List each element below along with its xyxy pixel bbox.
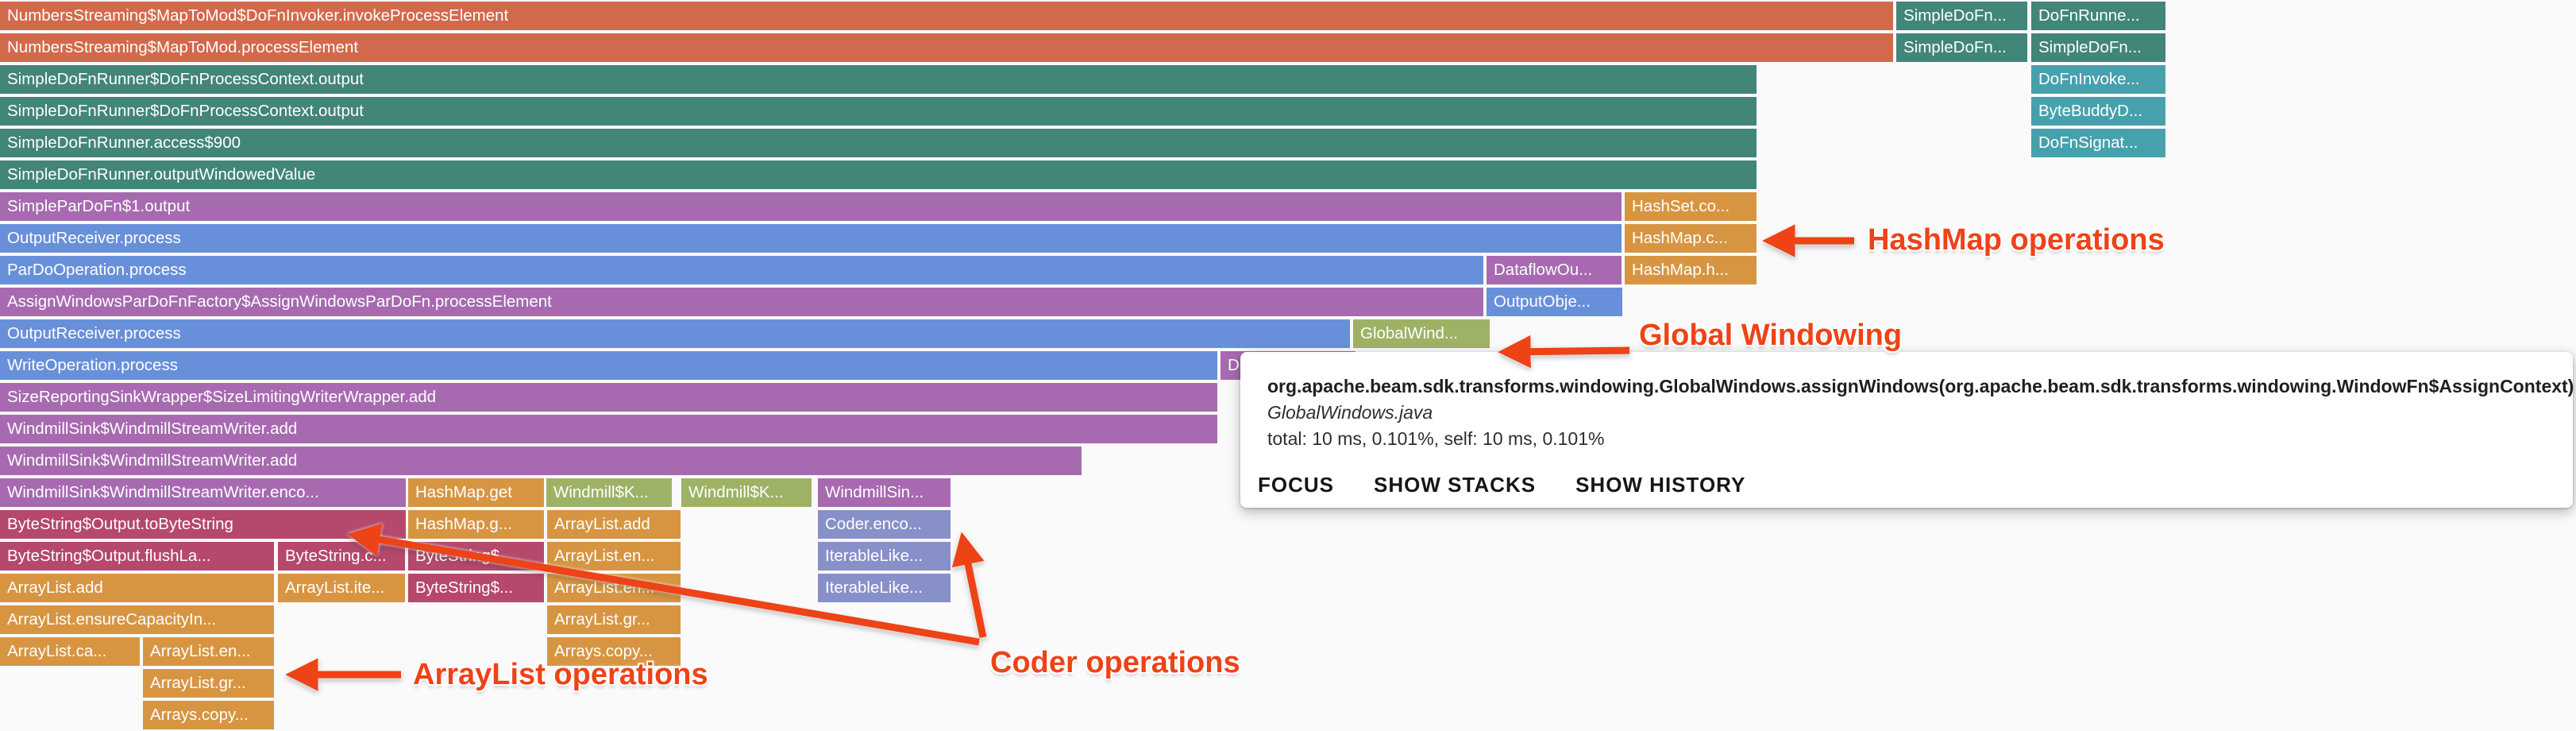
flame-bar[interactable]: ArrayList.gr... bbox=[143, 669, 274, 698]
annotation-label: Coder operations bbox=[990, 646, 1240, 679]
flame-bar[interactable]: SimpleDoFn... bbox=[2031, 33, 2165, 62]
flame-bar[interactable]: DoFnSignat... bbox=[2031, 129, 2165, 157]
flame-bar[interactable]: IterableLike... bbox=[818, 574, 951, 602]
flame-bar[interactable]: HashMap.c... bbox=[1625, 224, 1757, 253]
flame-bar[interactable]: ArrayList.add bbox=[547, 510, 681, 539]
flame-bar[interactable]: DataflowOu... bbox=[1487, 256, 1622, 284]
flame-bar[interactable]: AssignWindowsParDoFnFactory$AssignWindow… bbox=[0, 288, 1483, 316]
flame-bar[interactable]: NumbersStreaming$MapToMod.processElement bbox=[0, 33, 1893, 62]
tooltip-timing-stats: total: 10 ms, 0.101%, self: 10 ms, 0.101… bbox=[1267, 428, 1605, 449]
flame-bar[interactable]: HashMap.h... bbox=[1625, 256, 1757, 284]
flame-bar[interactable]: ByteString.c... bbox=[278, 542, 405, 570]
annotation-label: HashMap operations bbox=[1868, 223, 2165, 257]
flame-bar[interactable]: Arrays.copy... bbox=[143, 701, 274, 729]
flame-bar[interactable]: HashMap.get bbox=[408, 478, 544, 507]
flame-bar[interactable]: ByteString$... bbox=[408, 574, 544, 602]
flame-bar[interactable]: ArrayList.en... bbox=[547, 542, 681, 570]
flame-bar[interactable]: OutputReceiver.process bbox=[0, 319, 1350, 348]
flame-bar[interactable]: SizeReportingSinkWrapper$SizeLimitingWri… bbox=[0, 383, 1217, 412]
flame-bar[interactable]: HashSet.co... bbox=[1625, 192, 1757, 221]
flame-bar[interactable]: DoFnInvoke... bbox=[2031, 65, 2165, 94]
flame-bar[interactable]: IterableLike... bbox=[818, 542, 951, 570]
flame-bar[interactable]: HashMap.g... bbox=[408, 510, 544, 539]
annotation-label: Global Windowing bbox=[1639, 319, 1903, 352]
flame-bar[interactable]: ByteString$... bbox=[408, 542, 544, 570]
flame-bar[interactable]: ByteBuddyD... bbox=[2031, 97, 2165, 126]
flame-bar[interactable]: WindmillSin... bbox=[818, 478, 951, 507]
flame-bar[interactable]: WindmillSink$WindmillStreamWriter.add bbox=[0, 415, 1217, 443]
flame-bar[interactable]: SimpleDoFnRunner$DoFnProcessContext.outp… bbox=[0, 97, 1757, 126]
flame-bar[interactable]: NumbersStreaming$MapToMod$DoFnInvoker.in… bbox=[0, 2, 1893, 30]
flame-bar[interactable]: WindmillSink$WindmillStreamWriter.add bbox=[0, 447, 1082, 475]
annotation-label: ArrayList operations bbox=[413, 658, 708, 691]
flame-bar[interactable]: Coder.enco... bbox=[818, 510, 951, 539]
flame-bar[interactable]: SimpleDoFnRunner$DoFnProcessContext.outp… bbox=[0, 65, 1757, 94]
flame-bar[interactable]: SimpleDoFn... bbox=[1896, 33, 2027, 62]
flame-bar[interactable]: Windmill$K... bbox=[546, 478, 672, 507]
flame-bar[interactable]: ByteString$Output.flushLa... bbox=[0, 542, 274, 570]
show-history-button[interactable]: SHOW HISTORY bbox=[1575, 470, 1745, 501]
flame-bar[interactable]: DoFnRunne... bbox=[2031, 2, 2165, 30]
flame-bar[interactable]: ArrayList.gr... bbox=[547, 605, 681, 634]
tooltip-actions: FOCUS SHOW STACKS SHOW HISTORY bbox=[1258, 470, 1745, 501]
flame-bar[interactable]: GlobalWind... bbox=[1353, 319, 1490, 348]
frame-tooltip: org.apache.beam.sdk.transforms.windowing… bbox=[1240, 352, 2574, 508]
flame-bar[interactable]: ArrayList.add bbox=[0, 574, 274, 602]
focus-button[interactable]: FOCUS bbox=[1258, 470, 1334, 501]
flame-bar[interactable]: WindmillSink$WindmillStreamWriter.enco..… bbox=[0, 478, 406, 507]
flame-bar[interactable]: SimpleDoFn... bbox=[1896, 2, 2027, 30]
flame-bar[interactable]: ParDoOperation.process bbox=[0, 256, 1483, 284]
show-stacks-button[interactable]: SHOW STACKS bbox=[1374, 470, 1536, 501]
flame-bar[interactable]: OutputObje... bbox=[1487, 288, 1622, 316]
flame-bar[interactable]: ArrayList.ca... bbox=[0, 637, 140, 666]
annotation-arrow bbox=[951, 532, 987, 638]
flame-bar[interactable]: WriteOperation.process bbox=[0, 351, 1217, 380]
flame-bar[interactable]: SimpleParDoFn$1.output bbox=[0, 192, 1622, 221]
flame-bar[interactable]: ArrayList.en... bbox=[547, 574, 681, 602]
flame-bar[interactable]: SimpleDoFnRunner.outputWindowedValue bbox=[0, 161, 1757, 189]
flame-bar[interactable]: ArrayList.ensureCapacityIn... bbox=[0, 605, 274, 634]
flame-bar[interactable]: ArrayList.en... bbox=[143, 637, 274, 666]
tooltip-source-file: GlobalWindows.java bbox=[1267, 402, 1433, 423]
flame-bar[interactable]: SimpleDoFnRunner.access$900 bbox=[0, 129, 1757, 157]
flame-bar[interactable]: ArrayList.ite... bbox=[278, 574, 405, 602]
flame-bar[interactable]: ByteString$Output.toByteString bbox=[0, 510, 406, 539]
flame-bar[interactable]: OutputReceiver.process bbox=[0, 224, 1622, 253]
tooltip-function-signature: org.apache.beam.sdk.transforms.windowing… bbox=[1267, 376, 2574, 396]
flame-bar[interactable]: Windmill$K... bbox=[681, 478, 812, 507]
